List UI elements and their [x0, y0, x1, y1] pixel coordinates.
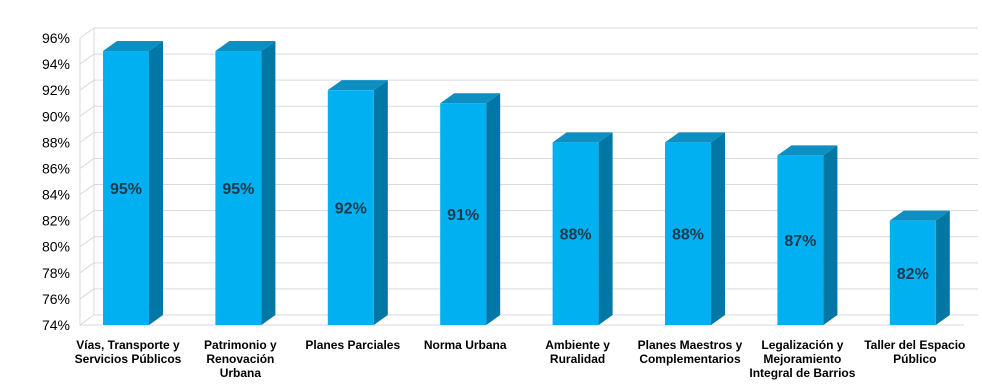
y-tick-label: 78% — [42, 265, 70, 281]
bar — [552, 142, 599, 325]
bar-side — [261, 41, 276, 325]
y-tick-label: 94% — [42, 56, 70, 72]
y-tick-label: 86% — [42, 160, 70, 176]
gridline-depth — [79, 236, 95, 248]
bar-side — [486, 93, 501, 326]
bar-side — [823, 145, 838, 325]
x-tick-label: Vías, Transporte y Servicios Públicos — [68, 338, 188, 366]
x-tick-label-line: Legalización y — [761, 338, 844, 352]
gridline-depth — [79, 262, 95, 274]
gridline-depth — [79, 27, 95, 39]
bar-top — [889, 210, 950, 221]
y-tick-label: 92% — [42, 82, 70, 98]
gridline-depth — [79, 184, 95, 195]
bar-top — [327, 80, 388, 91]
data-label: 91% — [447, 207, 479, 224]
gridline-depth — [79, 131, 95, 143]
bar-side — [598, 132, 613, 325]
gridline-depth — [79, 105, 95, 117]
gridline-depth — [79, 288, 95, 300]
x-tick-label: Norma Urbana — [405, 338, 525, 352]
y-tick-label: 82% — [42, 213, 70, 229]
y-tick-label: 96% — [42, 30, 70, 46]
x-tick-label: Ambiente y Ruralidad — [518, 338, 638, 366]
data-label: 92% — [335, 201, 367, 218]
x-tick-label: Planes Parciales — [293, 338, 413, 352]
bar-top — [215, 41, 276, 52]
data-label: 82% — [897, 266, 929, 283]
y-tick-label: 80% — [42, 239, 70, 255]
bar-top — [103, 41, 163, 52]
gridline-depth — [79, 53, 95, 65]
data-label: 95% — [110, 181, 142, 198]
y-tick-label: 90% — [42, 108, 70, 124]
x-tick-label-line: Planes Maestros y — [637, 338, 743, 352]
x-tick-label: Taller del Espacio Público — [855, 338, 975, 366]
x-tick-label-line: Complementarios — [639, 352, 741, 366]
bar — [327, 90, 374, 325]
x-tick-label-line: Mejoramiento — [763, 352, 842, 366]
x-tick-label-line: Público — [893, 352, 937, 366]
y-tick-label: 84% — [42, 187, 70, 203]
data-label: 95% — [222, 181, 254, 198]
x-tick-label-line: Urbana — [219, 366, 262, 380]
x-tick-label-line: Planes Parciales — [305, 338, 401, 352]
bar — [440, 103, 487, 326]
data-label: 88% — [560, 227, 592, 244]
gridline-depth — [79, 158, 95, 169]
bar — [215, 51, 262, 325]
bar — [103, 51, 149, 325]
x-tick-label: Patrimonio y Renovación Urbana — [180, 338, 300, 380]
x-tick-label: Legalización y Mejoramiento Integral de Ba… — [742, 338, 862, 380]
x-tick-label-line: Ambiente y — [545, 338, 610, 352]
data-label: 87% — [784, 233, 816, 250]
bar-side — [373, 80, 388, 325]
bar-side — [149, 41, 163, 325]
x-tick-label: Planes Maestros y Complementarios — [630, 338, 750, 366]
x-tick-label-line: Vías, Transporte y — [76, 338, 180, 352]
x-tick-label-line: Servicios Públicos — [74, 352, 182, 366]
x-tick-label-line: Integral de Barrios — [749, 366, 856, 380]
bar-top — [665, 132, 725, 143]
y-tick-label: 74% — [42, 317, 70, 333]
y-tick-label: 88% — [42, 134, 70, 150]
bar-top — [440, 93, 501, 104]
x-tick-label-line: Taller del Espacio — [864, 338, 966, 352]
x-tick-label-line: Ruralidad — [549, 352, 606, 366]
bar-side — [711, 132, 725, 325]
y-tick-label: 76% — [42, 291, 70, 307]
x-tick-label-line: Norma Urbana — [423, 338, 507, 352]
x-tick-label-line: Patrimonio y — [204, 338, 277, 352]
gridline-depth — [79, 314, 95, 326]
bar-top — [552, 132, 613, 143]
gridline-depth — [79, 79, 95, 91]
bar-side — [935, 210, 950, 325]
gridline-depth — [79, 210, 95, 222]
bar — [665, 142, 711, 325]
bar — [889, 220, 936, 325]
bar-top — [777, 145, 838, 156]
data-label: 88% — [672, 227, 704, 244]
bar — [777, 155, 824, 325]
x-tick-label-line: Renovación — [206, 352, 275, 366]
